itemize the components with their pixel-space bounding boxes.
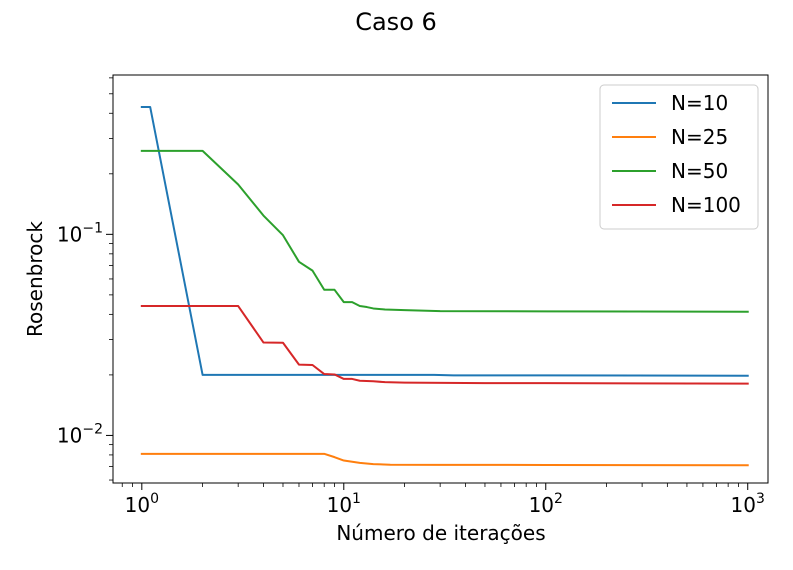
x-tick-label: 100 xyxy=(125,491,159,517)
legend-box xyxy=(599,84,759,230)
legend: N=10 N=25 N=50 N=100 xyxy=(599,84,759,230)
series-line-2 xyxy=(140,452,749,467)
legend-label: N=50 xyxy=(671,159,728,183)
series-line-1 xyxy=(140,105,749,377)
legend-label: N=25 xyxy=(671,125,728,149)
series-layer xyxy=(140,105,749,467)
x-tick-label: 102 xyxy=(529,491,563,517)
major-ticks: 100 101 102 103 10−2 10−1 xyxy=(57,220,765,517)
series-line-4 xyxy=(140,305,749,385)
x-tick-label: 101 xyxy=(327,491,361,517)
y-tick-label: 10−2 xyxy=(57,421,103,447)
y-axis-label: Rosenbrock xyxy=(23,221,47,337)
legend-label: N=100 xyxy=(671,193,741,217)
x-tick-label: 103 xyxy=(731,491,765,517)
legend-label: N=10 xyxy=(671,91,728,115)
minor-ticks xyxy=(109,77,739,487)
plot-frame xyxy=(112,74,769,484)
x-axis-label: Número de iterações xyxy=(336,521,545,545)
series-line-3 xyxy=(140,149,749,313)
y-tick-label: 10−1 xyxy=(57,220,103,246)
chart-title: Caso 6 xyxy=(355,8,437,36)
